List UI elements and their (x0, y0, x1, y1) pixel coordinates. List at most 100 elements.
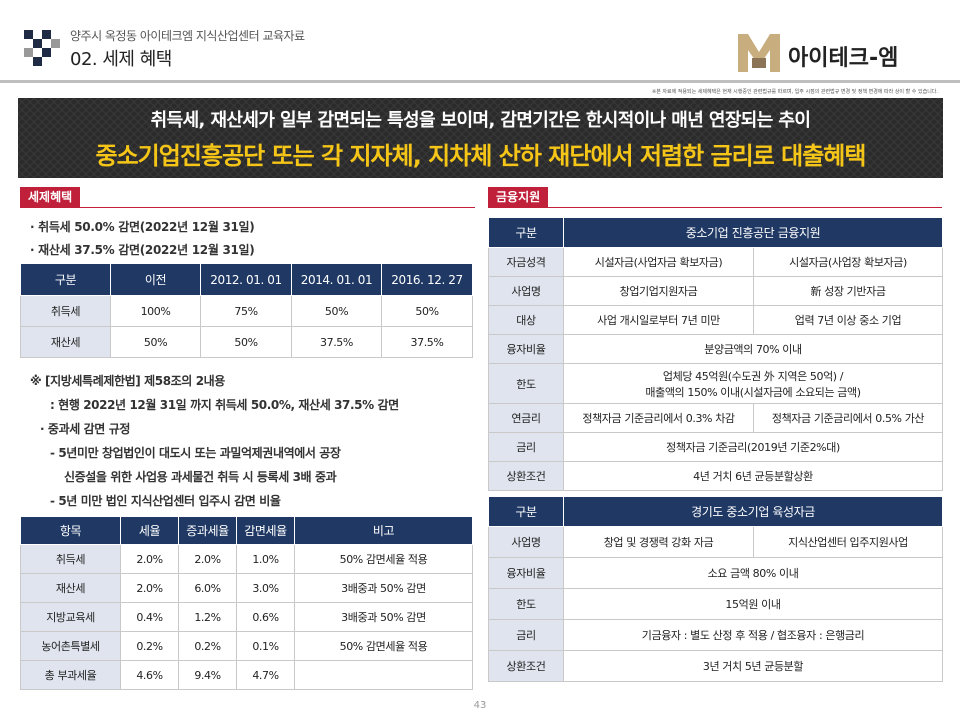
col-header: 증과세율 (178, 516, 237, 545)
table-cell: 1.2% (178, 602, 237, 632)
col-header: 경기도 중소기업 육성자금 (563, 496, 943, 527)
row-label: 농어촌특별세 (20, 631, 121, 661)
table-cell: 50% (381, 295, 473, 327)
row-label: 지방교육세 (20, 602, 121, 632)
table-row: 재산세 2.0% 6.0% 3.0% 3배중과 50% 감면 (20, 573, 473, 603)
table-header-row: 구분 이전 2012. 01. 01 2014. 01. 01 2016. 12… (20, 263, 473, 296)
surcharge-rule-line-1: - 5년미만 창업법인이 대도시 또는 과밀억제권내역에서 공장 (50, 446, 341, 460)
table-cell: 50% 감면세율 적용 (294, 544, 473, 574)
table-cell: 시설자금(사업장 확보자금) (752, 247, 944, 277)
table-cell: 창업 및 경쟁력 강화 자금 (563, 526, 754, 558)
document-subtitle: 양주시 옥정동 아이테크엠 지식산업센터 교육자료 (70, 29, 305, 43)
row-label: 융자비율 (488, 334, 564, 364)
row-label: 자금성격 (488, 247, 564, 277)
table-row: 상환조건 3년 거치 5년 균등분할 (488, 650, 943, 682)
table-row: 연금리 정책자금 기준금리에서 0.3% 차감 정책자금 기준금리에서 0.5%… (488, 403, 944, 433)
tax-rate-history-table: 구분 이전 2012. 01. 01 2014. 01. 01 2016. 12… (20, 263, 473, 358)
table-cell: 9.4% (178, 660, 237, 690)
table-cell: 4년 거치 6년 균등분할상환 (562, 461, 944, 491)
table-cell: 0.4% (120, 602, 179, 632)
table-cell: 정책자금 기준금리에서 0.5% 가산 (752, 403, 944, 433)
table-row: 융자비율 소요 금액 80% 이내 (488, 557, 943, 589)
table-cell: 15억원 이내 (563, 588, 943, 620)
table-header-row: 항목 세율 증과세율 감면세율 비고 (20, 516, 473, 545)
table-row: 한도 업체당 45억원(수도권 外 지역은 50억) / 매출액의 150% 이… (488, 363, 944, 404)
row-label: 한도 (488, 588, 564, 620)
row-label: 취득세 (20, 295, 111, 327)
col-header: 이전 (110, 263, 201, 296)
table-cell: 2.0% (120, 544, 179, 574)
table-cell: 정책자금 기준금리(2019년 기준2%대) (562, 432, 944, 462)
table-cell: 50% (200, 326, 292, 358)
col-header: 2014. 01. 01 (291, 263, 382, 296)
header-divider (0, 80, 960, 83)
banner-pattern (18, 98, 943, 178)
m-building-logo-icon (738, 34, 780, 72)
banner-line-2: 중소기업진흥공단 또는 각 지자체, 지차체 산하 재단에서 저렴한 금리로 대… (95, 142, 867, 170)
table-header-row: 구분 경기도 중소기업 육성자금 (488, 496, 943, 527)
table-cell: 4.6% (120, 660, 179, 690)
disclaimer-note: ※본 자료에 적용되는 세제혜택은 현재 시행중인 관련법규를 따르며, 입주 … (652, 89, 938, 95)
table-cell: 1.0% (236, 544, 295, 574)
table-header-row: 구분 중소기업 진흥공단 금융지원 (488, 217, 944, 248)
table-row: 농어촌특별세 0.2% 0.2% 0.1% 50% 감면세율 적용 (20, 631, 473, 661)
row-label: 재산세 (20, 326, 111, 358)
row-label: 재산세 (20, 573, 121, 603)
table-cell: 6.0% (178, 573, 237, 603)
surcharge-rule-heading: · 중과세 감면 규정 (40, 422, 130, 436)
table-cell: 0.2% (120, 631, 179, 661)
row-label: 융자비율 (488, 557, 564, 589)
table-row: 금리 기금융자 : 별도 산정 후 적용 / 협조융자 : 은행금리 (488, 619, 943, 651)
banner-line-1: 취득세, 재산세가 일부 감면되는 특성을 보이며, 감면기간은 한시적이나 매… (150, 110, 811, 131)
table-cell: 시설자금(사업자금 확보자금) (563, 247, 754, 277)
table-cell: 지식산업센터 입주지원사업 (753, 526, 943, 558)
row-label: 연금리 (488, 403, 564, 433)
row-label: 상환조건 (488, 650, 564, 682)
tax-reduction-table: 항목 세율 증과세율 감면세율 비고 취득세 2.0% 2.0% 1.0% 50… (20, 516, 473, 690)
table-cell: 분양금액의 70% 이내 (562, 334, 944, 364)
row-label: 사업명 (488, 526, 564, 558)
col-header: 세율 (120, 516, 179, 545)
row-label: 금리 (488, 432, 564, 462)
row-label: 한도 (488, 363, 564, 404)
table-cell: 2.0% (120, 573, 179, 603)
col-header: 구분 (488, 217, 564, 248)
page-header: 양주시 옥정동 아이테크엠 지식산업센터 교육자료 02. 세제 혜택 아이테크… (0, 0, 960, 80)
finance-support-tag: 금융지원 (488, 187, 549, 207)
col-header: 항목 (20, 516, 121, 545)
table-cell: 50% (291, 295, 382, 327)
table-row: 사업명 창업 및 경쟁력 강화 자금 지식산업센터 입주지원사업 (488, 526, 943, 558)
table-row: 금리 정책자금 기준금리(2019년 기준2%대) (488, 432, 944, 462)
tax-tag-divider (20, 207, 475, 208)
page-number: 43 (473, 700, 487, 711)
brand-logo: 아이테크-엠 (736, 28, 936, 74)
table-cell: 50% (110, 326, 201, 358)
col-header: 구분 (20, 263, 111, 296)
table-cell: 0.2% (178, 631, 237, 661)
table-row: 취득세 100% 75% 50% 50% (20, 295, 473, 327)
col-header: 비고 (294, 516, 473, 545)
table-cell: 3.0% (236, 573, 295, 603)
summary-banner: 취득세, 재산세가 일부 감면되는 특성을 보이며, 감면기간은 한시적이나 매… (18, 98, 943, 178)
table-cell: 3배중과 50% 감면 (294, 602, 473, 632)
row-label: 금리 (488, 619, 564, 651)
table-cell: 100% (110, 295, 201, 327)
table-row: 상환조건 4년 거치 6년 균등분할상환 (488, 461, 944, 491)
law-reference-note: ※ [지방세특례제한법] 제58조의 2내용 (30, 374, 225, 388)
table-cell: 소요 금액 80% 이내 (563, 557, 943, 589)
gyeonggi-finance-table: 구분 경기도 중소기업 육성자금 사업명 창업 및 경쟁력 강화 자금 지식산업… (488, 496, 943, 682)
table-cell: 3년 거치 5년 균등분할 (563, 650, 943, 682)
table-row: 재산세 50% 50% 37.5% 37.5% (20, 326, 473, 358)
page-title: 02. 세제 혜택 (70, 49, 172, 70)
table-cell: 75% (200, 295, 292, 327)
surcharge-rule-line-2: 신증설을 위한 사업용 과세물건 취득 시 등록세 3배 중과 (64, 470, 337, 484)
table-cell: 4.7% (236, 660, 295, 690)
table-row: 자금성격 시설자금(사업자금 확보자금) 시설자금(사업장 확보자금) (488, 247, 944, 277)
table-cell: 2.0% (178, 544, 237, 574)
tax-benefit-tag: 세제혜택 (20, 187, 81, 207)
table-row: 취득세 2.0% 2.0% 1.0% 50% 감면세율 적용 (20, 544, 473, 574)
table-row: 융자비율 분양금액의 70% 이내 (488, 334, 944, 364)
col-header: 감면세율 (236, 516, 295, 545)
table-cell: 0.1% (236, 631, 295, 661)
table-cell: 新 성장 기반자금 (752, 276, 944, 306)
